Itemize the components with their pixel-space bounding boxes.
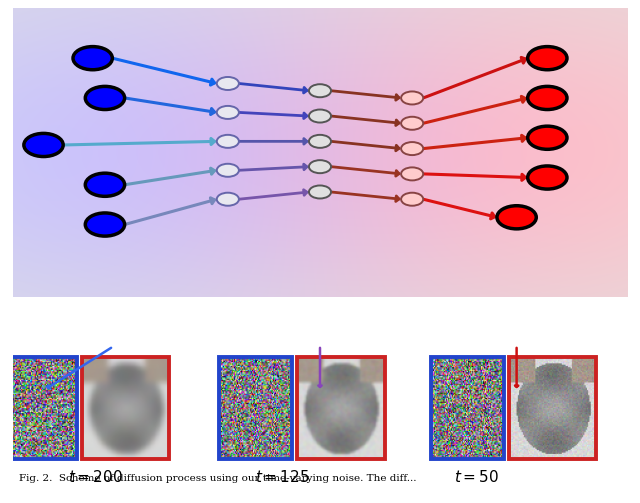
- Circle shape: [217, 193, 239, 206]
- Circle shape: [309, 160, 331, 173]
- Text: $t = 50$: $t = 50$: [454, 469, 499, 484]
- Circle shape: [309, 186, 331, 199]
- Circle shape: [401, 167, 423, 181]
- Circle shape: [401, 117, 423, 130]
- Circle shape: [527, 87, 567, 110]
- Circle shape: [217, 106, 239, 119]
- Circle shape: [85, 87, 125, 110]
- Circle shape: [85, 213, 125, 236]
- Circle shape: [401, 142, 423, 155]
- Bar: [297, 357, 385, 459]
- Circle shape: [217, 135, 239, 148]
- Circle shape: [527, 47, 567, 70]
- Circle shape: [24, 133, 63, 156]
- Circle shape: [497, 206, 536, 229]
- Text: $t = 125$: $t = 125$: [255, 469, 309, 484]
- Circle shape: [527, 126, 567, 149]
- Circle shape: [401, 92, 423, 105]
- Bar: [219, 357, 292, 459]
- Circle shape: [217, 77, 239, 90]
- Circle shape: [309, 84, 331, 97]
- Bar: [82, 357, 170, 459]
- Text: $t = 200$: $t = 200$: [68, 469, 123, 484]
- Circle shape: [527, 166, 567, 189]
- Circle shape: [309, 110, 331, 123]
- Circle shape: [73, 47, 113, 70]
- Bar: [509, 357, 596, 459]
- Bar: [431, 357, 504, 459]
- Circle shape: [309, 135, 331, 148]
- Text: Fig. 2.  Scheme of diffusion process using our time-varying noise. The diff...: Fig. 2. Scheme of diffusion process usin…: [19, 474, 417, 483]
- Bar: [0, 357, 77, 459]
- Circle shape: [401, 193, 423, 206]
- Circle shape: [85, 173, 125, 196]
- Circle shape: [217, 164, 239, 177]
